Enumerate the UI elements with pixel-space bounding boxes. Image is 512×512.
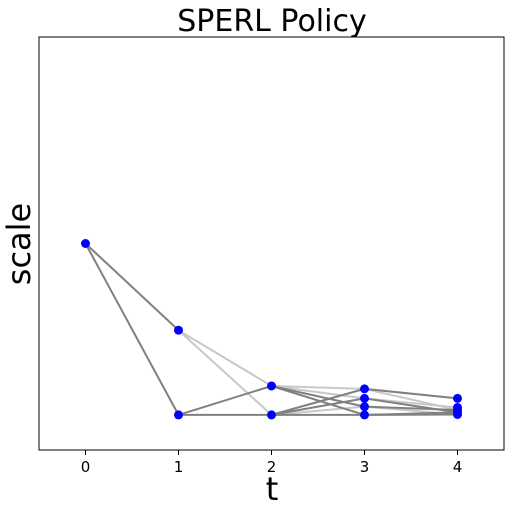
x-tick-label: 2 — [267, 458, 277, 476]
policy-edge — [271, 397, 365, 416]
state-point — [174, 410, 183, 420]
policy-edge — [271, 385, 365, 408]
policy-edge — [271, 384, 365, 390]
policy-edge — [271, 387, 365, 416]
policy-edge — [178, 385, 272, 416]
policy-edge — [177, 329, 273, 387]
x-tick-label: 0 — [81, 458, 91, 476]
x-tick-label: 4 — [453, 458, 463, 476]
chart-title: SPERL Policy — [177, 4, 366, 39]
x-axis-ticks: 0 1 2 3 4 — [81, 450, 463, 476]
x-axis-label: t — [266, 470, 279, 508]
edge-layer — [84, 242, 458, 416]
policy-edge — [271, 385, 365, 416]
x-tick-label: 1 — [174, 458, 184, 476]
state-point — [267, 410, 276, 420]
state-point — [81, 239, 90, 248]
state-point — [267, 381, 276, 391]
policy-edge — [271, 384, 365, 400]
policy-edge — [177, 329, 273, 416]
policy-edge — [84, 243, 180, 416]
state-point — [174, 325, 183, 335]
policy-edge — [84, 242, 180, 331]
policy-edge — [364, 405, 458, 411]
state-point — [360, 402, 369, 412]
x-tick-label: 3 — [360, 458, 370, 476]
state-point — [453, 409, 462, 419]
point-layer — [81, 239, 462, 420]
state-point — [453, 393, 462, 403]
y-axis-label: scale — [0, 203, 38, 285]
state-point — [360, 384, 369, 394]
policy-edge — [364, 387, 458, 400]
policy-edge — [271, 405, 365, 416]
state-point — [360, 410, 369, 420]
state-point — [360, 393, 369, 403]
